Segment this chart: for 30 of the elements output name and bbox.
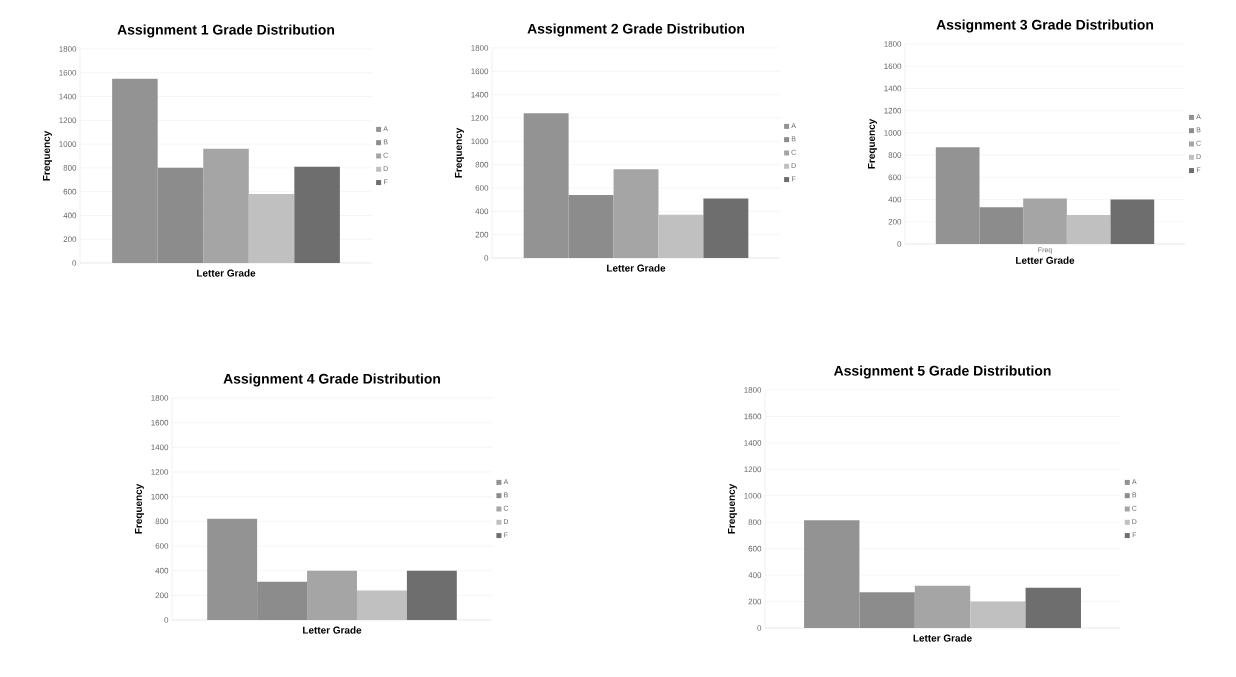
bar <box>406 570 457 620</box>
bar <box>658 214 704 258</box>
chart-title: Assignment 4 Grade Distribution <box>223 373 441 387</box>
x-axis-title: Letter Grade <box>607 264 666 272</box>
x-axis-title: Letter Grade <box>1016 256 1075 264</box>
bar <box>248 194 295 263</box>
x-axis-title: Letter Grade <box>913 634 972 642</box>
chart-title: Assignment 3 Grade Distribution <box>936 19 1154 33</box>
bar <box>613 169 659 258</box>
chart-title: Assignment 1 Grade Distribution <box>117 24 335 38</box>
x-axis-title: Letter Grade <box>303 626 362 634</box>
bar <box>1025 587 1081 628</box>
y-axis-title: Frequency <box>868 118 877 169</box>
y-axis-title: Frequency <box>454 127 464 178</box>
bar <box>1066 215 1111 244</box>
chart-title: Assignment 5 Grade Distribution <box>833 365 1051 379</box>
bar <box>307 570 357 620</box>
y-axis-title: Frequency <box>728 483 737 534</box>
y-axis-title: Frequency <box>134 483 144 534</box>
bar <box>1110 199 1155 244</box>
x-axis-title: Letter Grade <box>197 269 256 277</box>
bar <box>356 590 407 620</box>
chart-title: Assignment 2 Grade Distribution <box>527 23 745 37</box>
bar <box>703 198 749 258</box>
bar <box>914 585 971 628</box>
bar <box>294 166 340 263</box>
bar <box>203 148 249 263</box>
bar <box>970 601 1026 628</box>
y-axis-title: Frequency <box>42 130 52 181</box>
bar <box>1023 198 1067 244</box>
